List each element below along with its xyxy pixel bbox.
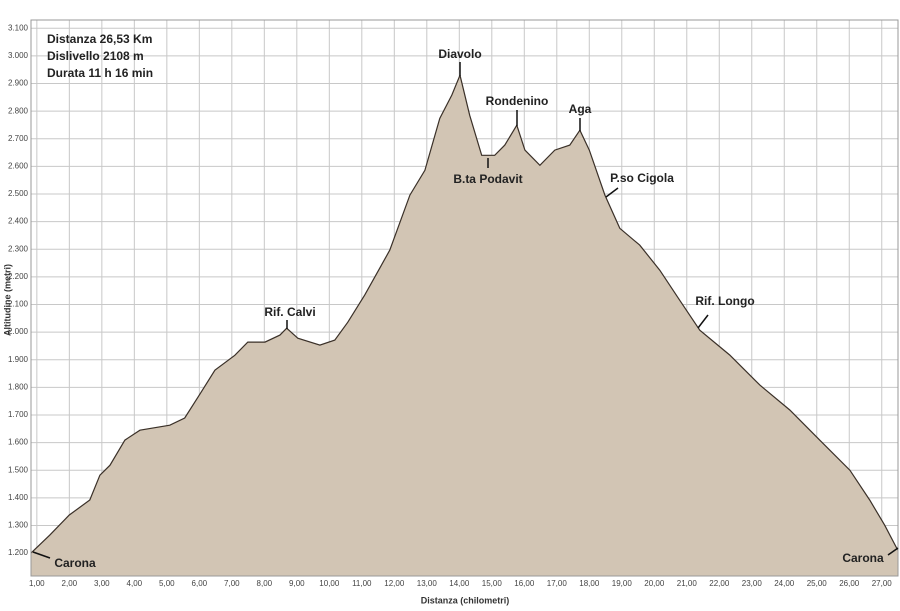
- y-tick-label: 1.300: [8, 521, 29, 530]
- y-tick-label: 2.600: [8, 161, 29, 170]
- profile-line: [30, 73, 899, 554]
- x-tick-label: 5,00: [159, 579, 175, 588]
- y-tick-label: 2.500: [8, 189, 29, 198]
- annotation: Rondenino: [486, 94, 549, 108]
- x-tick-label: 3,00: [94, 579, 110, 588]
- info-line: Durata 11 h 16 min: [47, 66, 153, 80]
- y-tick-label: 1.900: [8, 355, 29, 364]
- x-tick-label: 1,00: [29, 579, 45, 588]
- y-tick-label: 1.400: [8, 493, 29, 502]
- annotation: Carona: [54, 556, 96, 570]
- x-tick-label: 22,00: [709, 579, 730, 588]
- x-tick-label: 4,00: [127, 579, 143, 588]
- x-tick-label: 8,00: [257, 579, 273, 588]
- x-axis-label: Distanza (chilometri): [421, 595, 510, 605]
- x-tick-label: 19,00: [612, 579, 633, 588]
- y-tick-label: 2.300: [8, 244, 29, 253]
- x-tick-label: 13,00: [417, 579, 438, 588]
- x-tick-label: 12,00: [384, 579, 405, 588]
- x-tick-label: 25,00: [807, 579, 828, 588]
- x-tick-label: 2,00: [62, 579, 78, 588]
- y-tick-label: 2.200: [8, 272, 29, 281]
- y-tick-label: 2.000: [8, 327, 29, 336]
- x-tick-label: 14,00: [449, 579, 470, 588]
- annotation: Diavolo: [438, 47, 481, 61]
- annotation-leader: [605, 187, 619, 198]
- y-tick-label: 3.100: [8, 23, 29, 32]
- x-tick-label: 11,00: [352, 579, 372, 588]
- y-tick-label: 2.800: [8, 106, 29, 115]
- y-tick-label: 1.800: [8, 382, 29, 391]
- y-tick-label: 1.500: [8, 465, 29, 474]
- annotation-leader: [32, 551, 51, 559]
- info-line: Dislivello 2108 m: [47, 49, 144, 63]
- x-tick-label: 23,00: [742, 579, 763, 588]
- x-tick-label: 24,00: [774, 579, 795, 588]
- x-tick-label: 20,00: [644, 579, 665, 588]
- x-tick-label: 21,00: [677, 579, 698, 588]
- y-tick-label: 2.700: [8, 134, 29, 143]
- info-line: Distanza 26,53 Km: [47, 32, 152, 46]
- annotation: Rif. Calvi: [264, 305, 315, 319]
- x-tick-label: 27,00: [872, 579, 893, 588]
- y-axis-label: Altitudine (metri): [2, 264, 12, 336]
- annotation: B.ta Podavit: [453, 172, 522, 186]
- x-tick-label: 7,00: [224, 579, 240, 588]
- x-tick-label: 15,00: [482, 579, 503, 588]
- annotation-leader: [887, 547, 899, 556]
- y-tick-label: 1.600: [8, 438, 29, 447]
- annotation: Aga: [569, 102, 592, 116]
- annotation-leader: [697, 314, 709, 329]
- x-tick-label: 17,00: [547, 579, 568, 588]
- y-tick-label: 2.100: [8, 300, 29, 309]
- y-tick-label: 2.400: [8, 217, 29, 226]
- x-tick-label: 10,00: [319, 579, 340, 588]
- y-tick-label: 1.200: [8, 548, 29, 557]
- annotation: Rif. Longo: [695, 294, 754, 308]
- annotation: Carona: [842, 551, 884, 565]
- annotation: P.so Cigola: [610, 171, 674, 185]
- y-tick-label: 3.000: [8, 51, 29, 60]
- area-fill: [31, 75, 898, 576]
- x-tick-label: 6,00: [192, 579, 208, 588]
- x-tick-label: 18,00: [579, 579, 600, 588]
- plot-area: [30, 19, 899, 577]
- y-tick-label: 2.900: [8, 79, 29, 88]
- x-tick-label: 26,00: [839, 579, 860, 588]
- x-tick-label: 9,00: [289, 579, 305, 588]
- y-tick-label: 1.700: [8, 410, 29, 419]
- x-tick-label: 16,00: [514, 579, 535, 588]
